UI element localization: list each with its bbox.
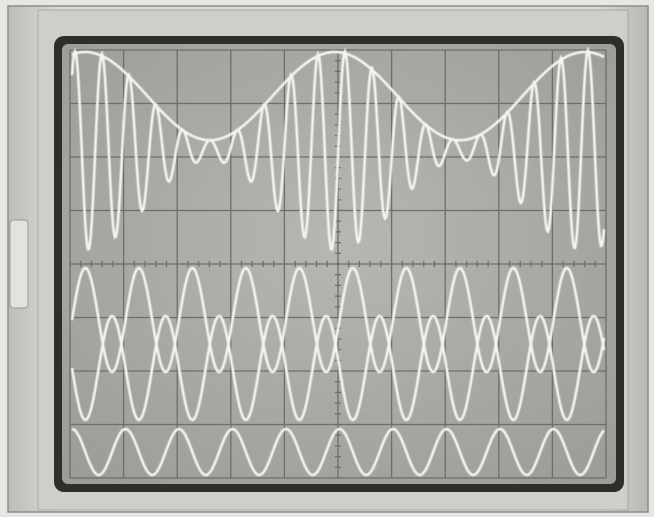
envelope-trace — [71, 50, 605, 142]
side-tab — [9, 219, 29, 309]
am-trace — [70, 46, 606, 251]
traces — [70, 46, 606, 477]
sine-trace — [71, 427, 605, 477]
sine-trace — [70, 314, 606, 422]
graticule — [69, 49, 607, 479]
sine-trace — [70, 266, 606, 374]
